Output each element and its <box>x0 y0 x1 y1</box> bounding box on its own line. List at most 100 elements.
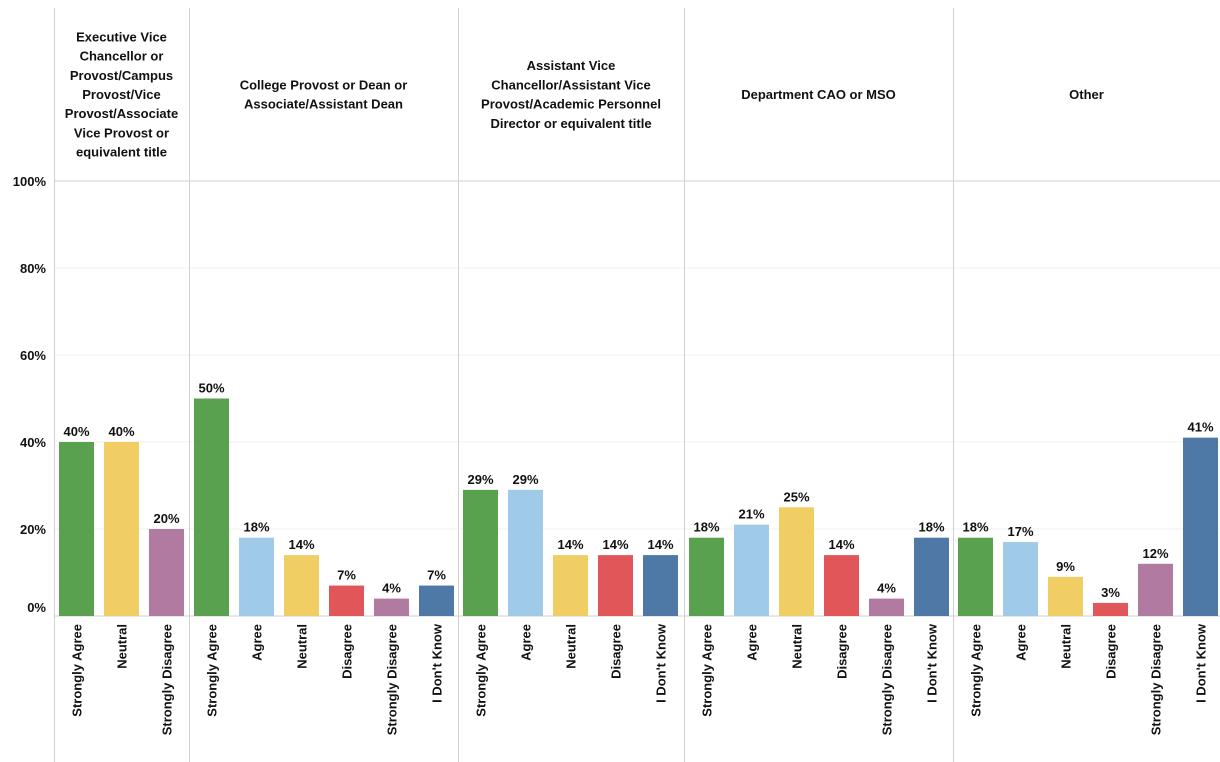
data-label: 3% <box>1101 585 1120 600</box>
bar-neutral <box>553 555 588 616</box>
bar-agree <box>734 524 769 616</box>
category-label-i-don-t-know: I Don't Know <box>654 623 669 703</box>
category-label-disagree: Disagree <box>1104 624 1119 679</box>
data-label: 18% <box>243 520 269 535</box>
data-label: 18% <box>962 520 988 535</box>
data-label: 4% <box>877 581 896 596</box>
data-label: 17% <box>1007 524 1033 539</box>
data-label: 50% <box>198 381 224 396</box>
data-label: 18% <box>693 520 719 535</box>
category-label-i-don-t-know: I Don't Know <box>1194 623 1209 703</box>
category-label-strongly-disagree: Strongly Disagree <box>1149 624 1164 735</box>
y-tick-label: 20% <box>20 522 46 537</box>
category-label-strongly-agree: Strongly Agree <box>969 624 984 717</box>
bar-disagree <box>1093 602 1128 616</box>
category-label-strongly-agree: Strongly Agree <box>474 624 489 717</box>
panel-title-line: Provost/Associate <box>65 106 178 121</box>
bar-strongly-disagree <box>869 598 904 616</box>
bar-agree <box>508 489 543 616</box>
y-tick-label: 60% <box>20 348 46 363</box>
panel-title-line: Chancellor/Assistant Vice <box>491 77 650 92</box>
category-label-strongly-agree: Strongly Agree <box>70 624 85 717</box>
category-label-agree: Agree <box>745 624 760 661</box>
bars <box>59 398 1218 616</box>
y-tick-label: 100% <box>13 174 47 189</box>
y-tick-label: 80% <box>20 261 46 276</box>
data-label: 41% <box>1187 420 1213 435</box>
panel-title-line: Assistant Vice <box>527 58 616 73</box>
data-label: 40% <box>63 424 89 439</box>
panel-title-line: Department CAO or MSO <box>741 87 896 102</box>
panel-title-line: Director or equivalent title <box>490 116 651 131</box>
panel-title-line: Other <box>1069 87 1104 102</box>
bar-agree <box>1003 542 1038 616</box>
data-label: 14% <box>557 537 583 552</box>
category-label-strongly-disagree: Strongly Disagree <box>160 624 175 735</box>
data-label: 12% <box>1142 546 1168 561</box>
category-label-disagree: Disagree <box>609 624 624 679</box>
bar-agree <box>239 537 274 616</box>
data-label: 7% <box>427 568 446 583</box>
data-label: 14% <box>602 537 628 552</box>
panel-title-line: Chancellor or <box>80 49 164 64</box>
data-labels: 40% 40% 20% 50% 18% 14% 7% 4% 7% 29% 29% 14% 14% 14% 1… <box>63 381 1213 600</box>
panel-title-line: Provost/Vice <box>82 87 161 102</box>
category-label-neutral: Neutral <box>115 624 130 669</box>
category-label-agree: Agree <box>250 624 265 661</box>
panel-headers: Executive Vice Chancellor or Provost/Campu… <box>65 29 1104 159</box>
data-label: 7% <box>337 568 356 583</box>
panel-title-line: Associate/Assistant Dean <box>244 97 403 112</box>
bar-strongly-disagree <box>149 529 184 616</box>
bar-i-don-t-know <box>914 537 949 616</box>
y-axis: 0% 20% 40% 60% 80% 100% <box>13 174 47 615</box>
bar-i-don-t-know <box>643 555 678 616</box>
panel-title-line: Provost/Campus <box>70 68 173 83</box>
bar-strongly-agree <box>463 489 498 616</box>
bar-neutral <box>284 555 319 616</box>
category-label-strongly-agree: Strongly Agree <box>205 624 220 717</box>
category-label-neutral: Neutral <box>1059 624 1074 669</box>
category-label-agree: Agree <box>519 624 534 661</box>
bar-strongly-agree <box>59 442 94 616</box>
bar-strongly-agree <box>194 398 229 616</box>
category-labels: Strongly Agree Neutral Strongly Disagree St… <box>70 623 1209 735</box>
bar-neutral <box>1048 576 1083 616</box>
panel-title-line: Provost/Academic Personnel <box>481 97 661 112</box>
bar-neutral <box>104 442 139 616</box>
data-label: 25% <box>783 489 809 504</box>
data-label: 18% <box>918 520 944 535</box>
data-label: 14% <box>828 537 854 552</box>
data-label: 4% <box>382 581 401 596</box>
y-tick-label: 40% <box>20 435 46 450</box>
bar-i-don-t-know <box>419 585 454 616</box>
category-label-neutral: Neutral <box>790 624 805 669</box>
category-label-i-don-t-know: I Don't Know <box>925 623 940 703</box>
category-label-disagree: Disagree <box>340 624 355 679</box>
bar-strongly-agree <box>689 537 724 616</box>
bar-disagree <box>329 585 364 616</box>
panel-title-line: Vice Provost or <box>74 125 169 140</box>
category-label-strongly-disagree: Strongly Disagree <box>880 624 895 735</box>
panel-title-line: equivalent title <box>76 145 167 160</box>
data-label: 29% <box>512 472 538 487</box>
data-label: 21% <box>738 507 764 522</box>
bar-disagree <box>598 555 633 616</box>
panel-title-line: College Provost or Dean or <box>240 77 408 92</box>
data-label: 40% <box>108 424 134 439</box>
bar-strongly-agree <box>958 537 993 616</box>
y-tick-label: 0% <box>27 600 46 615</box>
category-label-agree: Agree <box>1014 624 1029 661</box>
data-label: 9% <box>1056 559 1075 574</box>
bar-i-don-t-know <box>1183 437 1218 616</box>
category-label-neutral: Neutral <box>295 624 310 669</box>
category-label-strongly-agree: Strongly Agree <box>700 624 715 717</box>
bar-disagree <box>824 555 859 616</box>
data-label: 20% <box>153 511 179 526</box>
category-label-strongly-disagree: Strongly Disagree <box>385 624 400 735</box>
data-label: 14% <box>647 537 673 552</box>
category-label-disagree: Disagree <box>835 624 850 679</box>
data-label: 29% <box>467 472 493 487</box>
category-label-i-don-t-know: I Don't Know <box>430 623 445 703</box>
category-label-neutral: Neutral <box>564 624 579 669</box>
